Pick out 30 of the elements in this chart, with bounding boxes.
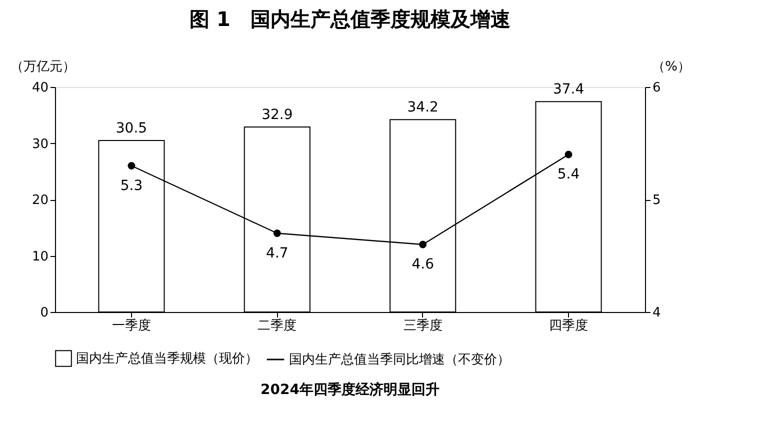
data-label: 37.4: [552, 82, 584, 98]
point: [564, 150, 572, 158]
data-label: 5.3: [120, 178, 143, 194]
data-label: 34.2: [407, 100, 438, 116]
x-tick-label: 四季度: [549, 318, 588, 334]
x-tick-label: 一季度: [112, 318, 151, 334]
data-label: 5.4: [557, 166, 580, 182]
legend-label: 国内生产总值当季规模（现价）: [76, 352, 258, 366]
y2-axis-title: （%）: [652, 60, 690, 74]
y-tick-label: 20: [32, 193, 48, 208]
y2-tick-label: 4: [652, 306, 661, 320]
y-tick-label: 10: [32, 249, 48, 264]
y2-tick-label: 6: [652, 80, 661, 96]
point: [273, 230, 281, 237]
chart-title: 图 1 国内生产总值季度规模及增速: [190, 7, 510, 31]
data-label: 30.5: [116, 120, 148, 136]
point: [419, 240, 427, 248]
text: 2024年四季度经济明显回升: [260, 381, 440, 398]
data-label: 4.6: [412, 256, 434, 272]
y-axis-title: （万亿元）: [10, 60, 76, 74]
point: [128, 162, 136, 170]
y-tick-label: 0: [40, 306, 48, 320]
data-label: 4.7: [266, 245, 288, 262]
x-tick-label: 三季度: [403, 318, 442, 334]
data-label: 32.9: [262, 106, 293, 123]
legend-label: 国内生产总值当季同比增速（不变价）: [289, 352, 510, 368]
y-tick-label: 40: [32, 80, 48, 96]
x-tick-label: 二季度: [258, 318, 297, 334]
y2-tick-label: 5: [652, 193, 661, 208]
y-tick-label: 30: [32, 136, 48, 152]
